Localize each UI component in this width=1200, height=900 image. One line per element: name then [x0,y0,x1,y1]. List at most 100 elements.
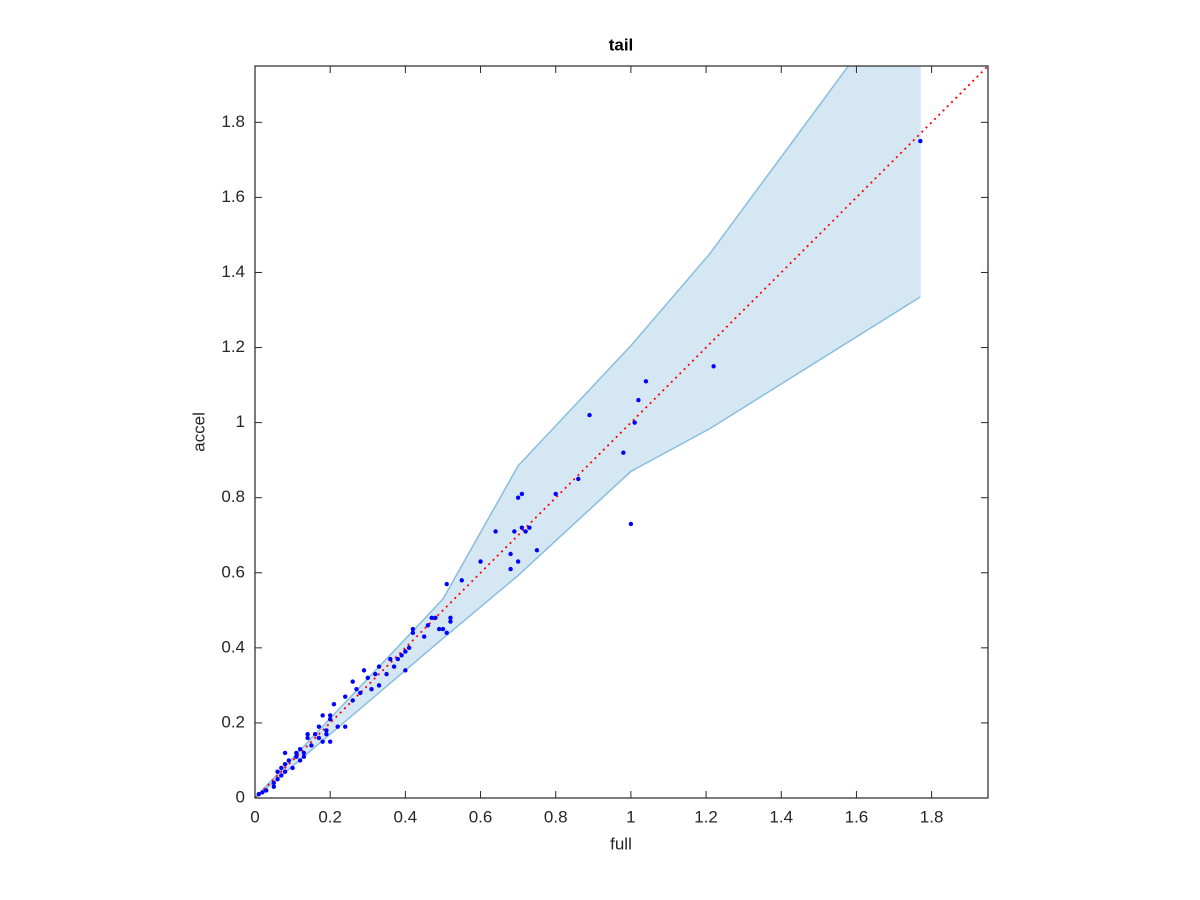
x-tick-label: 0 [250,807,259,826]
data-point [358,690,363,696]
data-point [286,758,292,763]
x-tick-label: 1 [626,807,635,826]
x-tick-label: 1.4 [769,807,793,826]
data-point [519,491,525,497]
x-tick-label: 0.6 [469,807,493,826]
axes: 0 0.2 0.4 0.6 0.8 1 1.2 1.4 1.6 1.8 0 0.2 0.4 0.6 0.8 1… [221,65,989,826]
data-point [279,773,284,778]
x-tick-label: 1.6 [845,807,869,826]
data-point [327,713,333,718]
data-point [320,713,325,718]
data-point [391,664,397,669]
data-point [632,420,637,425]
data-point [376,683,382,688]
data-point [425,623,431,628]
data-point [256,792,261,797]
data-point [395,656,401,662]
y-tick-label: 1.4 [221,262,245,281]
data-point [519,525,525,530]
x-tick-label: 0.2 [318,807,342,826]
data-point [260,790,265,795]
data-point [448,615,453,621]
data-point [534,548,540,553]
data-point [421,634,427,639]
data-point [331,701,337,707]
axes-frame [254,65,989,799]
data-point [515,559,521,564]
data-point [294,750,299,756]
data-point [369,686,374,692]
data-point [361,668,367,673]
chart-title: tail [609,35,634,54]
data-point [523,529,528,534]
y-tick-label: 1.8 [221,112,245,131]
data-point [429,615,434,621]
data-point [576,476,581,482]
y-axis-label: accel [189,412,208,452]
data-point [271,780,276,786]
data-point [440,626,446,632]
data-point [553,491,558,497]
data-point [305,735,310,741]
data-point [297,747,303,752]
data-point [621,450,626,455]
y-tick-label: 0 [236,787,245,806]
data-point [399,653,404,658]
plot-area [255,66,988,798]
data-point [403,649,408,654]
x-tick-label: 1.2 [694,807,718,826]
reference-line [255,66,988,798]
data-point [316,724,322,729]
y-tick-label: 0.6 [221,562,245,581]
data-point [436,626,442,632]
data-point [403,668,408,673]
y-tick-label: 1 [236,412,245,431]
data-point [297,758,303,763]
confidence-band [255,66,921,798]
band-lower-edge [255,296,921,798]
x-tick-label: 0.8 [544,807,568,826]
data-point [448,619,453,624]
data-point [587,412,592,418]
data-point [327,739,333,744]
data-point [279,765,284,771]
data-point [515,495,521,500]
data-point [711,364,716,369]
data-point [433,615,438,621]
data-point [354,686,359,692]
y-tick-label: 0.2 [221,712,245,731]
data-point [271,784,276,789]
data-point [301,754,307,759]
data-point [478,559,483,564]
data-point [324,731,329,737]
data-point [373,671,378,677]
data-point [294,754,299,759]
data-point [264,788,269,793]
y-tick-label: 1.2 [221,337,245,356]
data-point [282,769,288,774]
data-point [320,739,325,744]
data-point [350,698,355,703]
x-tick-label: 0.4 [394,807,418,826]
data-point [444,630,449,636]
data-point [335,724,340,729]
data-point [275,769,280,774]
data-point [309,743,314,748]
y-tick-label: 0.4 [221,637,245,656]
data-point [512,529,517,534]
data-point [275,777,280,782]
data-point [343,694,348,699]
data-point [312,731,318,737]
data-point [643,379,649,384]
data-point [918,138,923,144]
data-point [327,716,333,722]
data-point [636,397,641,403]
data-point [459,578,464,583]
data-point [290,765,295,771]
data-point [350,679,355,684]
data-point [282,750,288,756]
data-point [388,656,393,662]
data-point [527,525,532,530]
data-point [301,750,307,756]
